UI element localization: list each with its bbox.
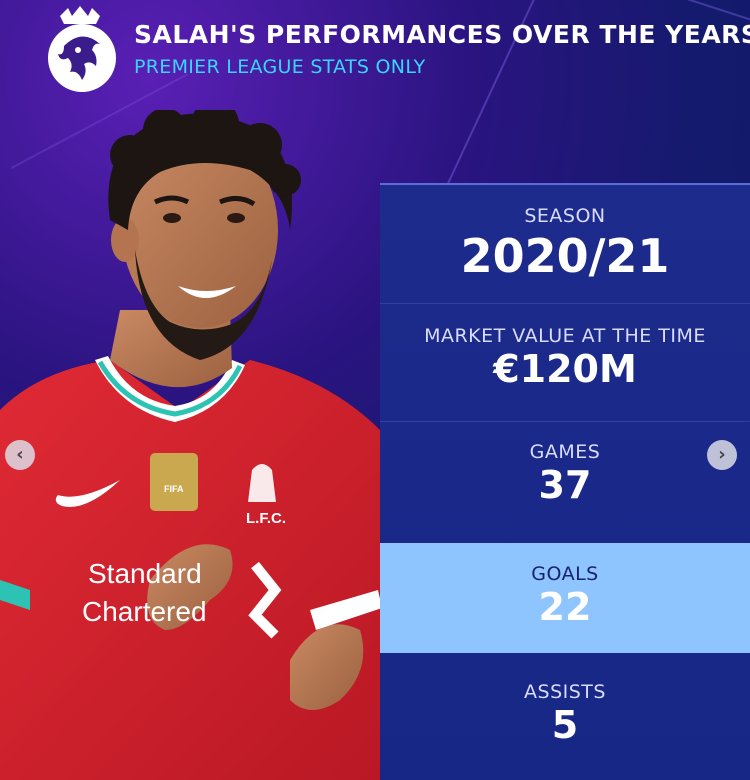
player-photo bbox=[0, 110, 390, 780]
page-subtitle: PREMIER LEAGUE STATS ONLY bbox=[134, 56, 426, 78]
stat-value: 22 bbox=[538, 585, 592, 629]
shirt-sponsor-line1: Standard bbox=[88, 558, 202, 589]
shirt-crest-text: L.F.C. bbox=[246, 510, 286, 527]
divider bbox=[380, 303, 750, 304]
stat-label: SEASON bbox=[524, 205, 606, 227]
stat-label: GOALS bbox=[531, 563, 599, 585]
stat-market-value: MARKET VALUE AT THE TIME €120M bbox=[380, 325, 750, 391]
chevron-left-icon: ‹ bbox=[16, 444, 24, 465]
stat-value: 2020/21 bbox=[460, 229, 670, 283]
stat-value: 37 bbox=[538, 463, 592, 507]
stats-panel: SEASON 2020/21 MARKET VALUE AT THE TIME … bbox=[380, 183, 750, 780]
shirt-sponsor-line2: Chartered bbox=[82, 596, 207, 627]
premier-league-logo-icon bbox=[48, 6, 116, 92]
stat-season: SEASON 2020/21 bbox=[380, 205, 750, 283]
stat-label: ASSISTS bbox=[524, 681, 606, 703]
stat-value: €120M bbox=[493, 347, 637, 391]
shirt-badge-text: FIFA bbox=[164, 484, 184, 494]
stat-label: GAMES bbox=[529, 441, 601, 463]
next-slide-button[interactable]: › bbox=[707, 440, 737, 470]
stat-games: GAMES 37 bbox=[380, 441, 750, 507]
stat-value: 5 bbox=[551, 703, 579, 747]
stat-label: MARKET VALUE AT THE TIME bbox=[424, 325, 706, 347]
stat-assists: ASSISTS 5 bbox=[380, 681, 750, 747]
stat-goals: GOALS 22 bbox=[380, 543, 750, 653]
previous-slide-button[interactable]: ‹ bbox=[5, 440, 35, 470]
divider bbox=[380, 421, 750, 422]
chevron-right-icon: › bbox=[718, 444, 726, 465]
page-title: SALAH'S PERFORMANCES OVER THE YEARS bbox=[134, 20, 750, 49]
